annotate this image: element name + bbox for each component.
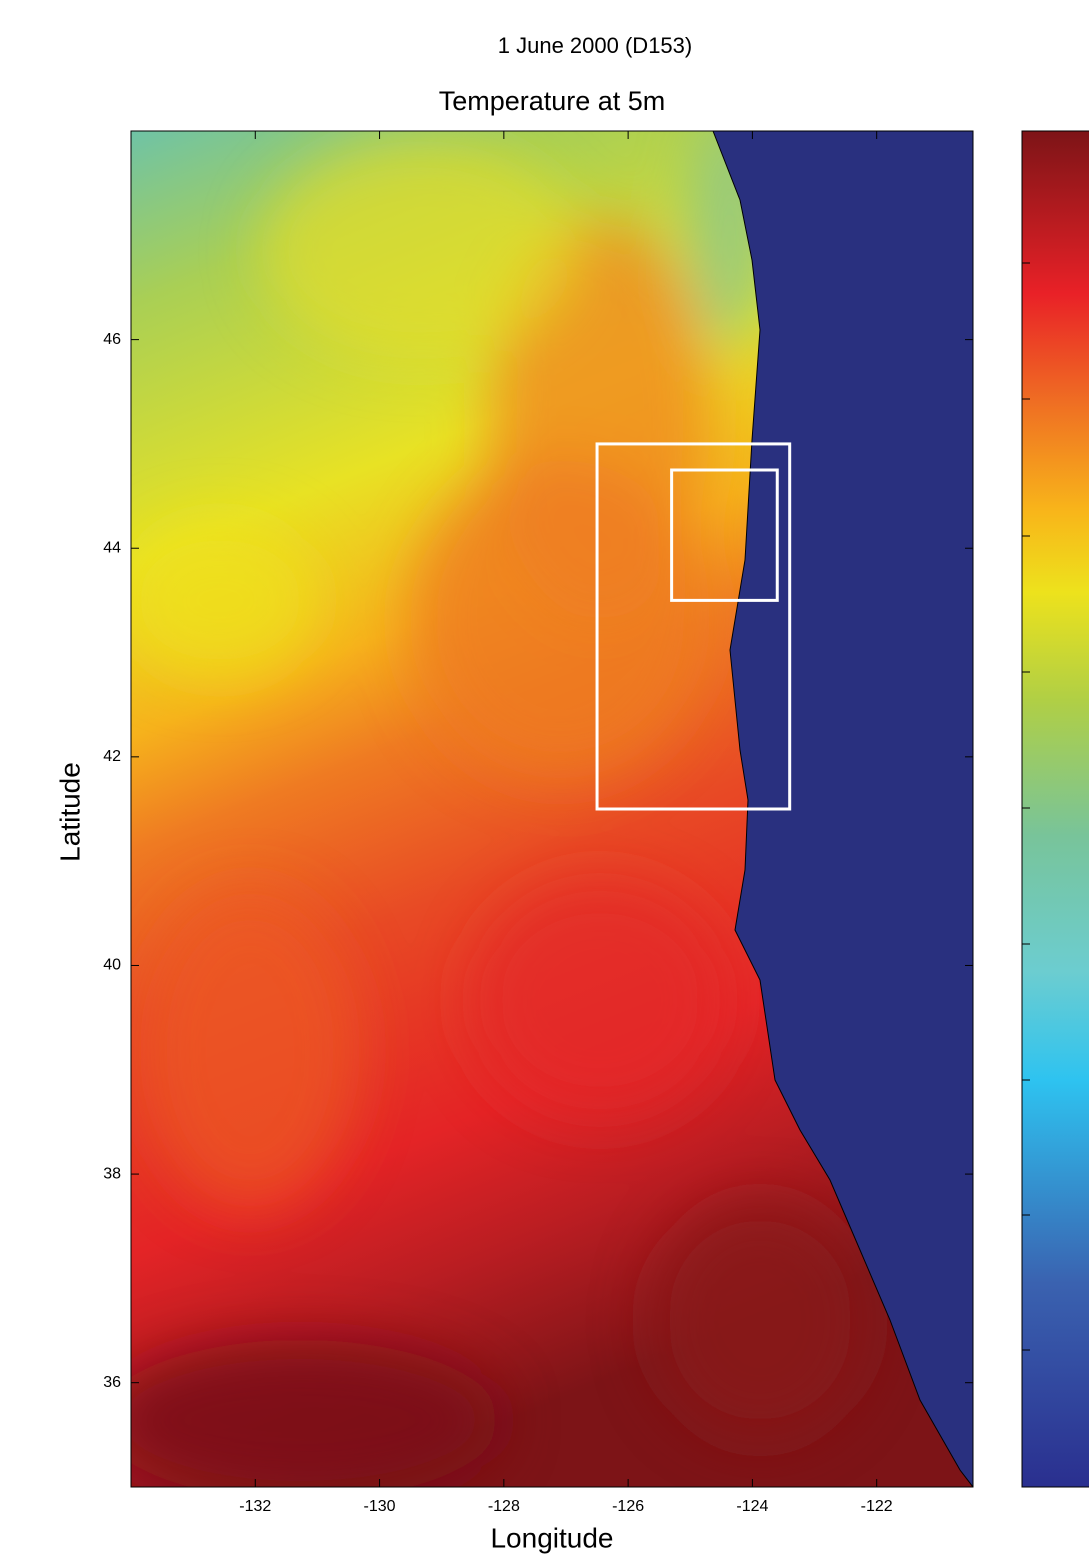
temperature-field — [131, 131, 973, 1487]
x-tick-label: -124 — [736, 1498, 768, 1515]
plot-frame — [130, 130, 974, 1488]
region-box — [670, 468, 779, 602]
x-tick-label: -126 — [612, 1498, 644, 1515]
y-tick-label: 36 — [103, 1374, 121, 1391]
x-tick-label: -128 — [488, 1498, 520, 1515]
y-tick-label: 42 — [103, 748, 121, 765]
figure-title: 1 June 2000 (D153) — [498, 33, 692, 58]
x-tick-label: -132 — [239, 1498, 271, 1515]
x-tick-label: -122 — [861, 1498, 893, 1515]
y-tick-label: 38 — [103, 1165, 121, 1182]
y-tick-label: 44 — [103, 539, 121, 556]
y-tick-label: 40 — [103, 957, 121, 974]
colorbar — [1021, 130, 1089, 1488]
colorbar-ticks — [1022, 262, 1030, 1351]
x-axis-label: Longitude — [490, 1522, 613, 1553]
y-tick-label: 46 — [103, 331, 121, 348]
y-axis-label: Latitude — [54, 762, 85, 862]
region-box — [595, 442, 792, 811]
x-tick-label: -130 — [364, 1498, 396, 1515]
chart-title: Temperature at 5m — [439, 86, 666, 116]
